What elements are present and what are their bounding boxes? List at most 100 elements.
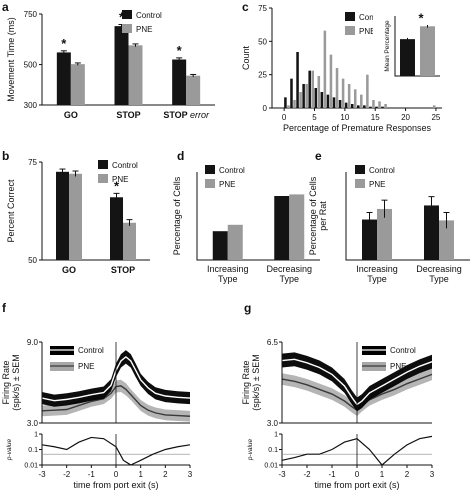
panel-a: * GO * STOP * STOP error 300 500 750 Movement Tim… <box>2 0 215 120</box>
panel-c-hist-bar-control-16 <box>381 106 384 108</box>
panel-d-bar-pne-1 <box>289 194 305 260</box>
panel-c-hist-bar-control-3 <box>302 84 305 108</box>
panel-f-legend-label-control: Control <box>78 346 104 355</box>
panel-b-ylabel-line: Percent Correct <box>6 179 16 243</box>
panel-f-pvalue-line <box>41 436 191 466</box>
panel-b: GO * STOP 50 75 Percent Correct b Control PNE <box>2 149 150 275</box>
panel-a-category-main: STOP <box>163 110 190 120</box>
panel-g-xtick-label-4: 1 <box>380 470 385 479</box>
panel-g-xtick-label-0: -3 <box>278 470 286 479</box>
panel-f-sem-band-pne <box>42 379 190 422</box>
panel-a-bar-pne-2 <box>186 75 201 105</box>
panel-e-ylabel-line: Percentage of Cells <box>308 176 318 255</box>
panel-e-bar-control-0 <box>362 219 377 260</box>
panel-b-ylabel: Percent Correct <box>6 179 16 243</box>
panel-g-ylabel-line: Firing Rate <box>241 360 251 404</box>
panel-e-bar-pne-1 <box>439 220 454 260</box>
panel-f-ylabel-line: (spk/s) ± SEM <box>11 354 21 410</box>
panel-a-bar-control-1 <box>114 26 129 106</box>
panel-f-xtick-label-6: 3 <box>188 470 193 479</box>
panel-c-ylabel-line: Count <box>241 46 251 71</box>
panel-c-hist-bar-pne-11 <box>353 89 357 108</box>
panel-c-hist-bar-pne-16 <box>384 104 387 108</box>
panel-c-hist-bar-control-8 <box>332 97 336 108</box>
panel-c-ylabel: Count <box>241 46 251 71</box>
panel-a-ylabel: Movement Time (ms) <box>6 17 16 102</box>
panel-a-bar-pne-1 <box>128 45 143 105</box>
panel-a-significance-1: * <box>119 10 125 25</box>
panel-f-ylabel-line: Firing Rate <box>1 360 11 404</box>
panel-e-category-label-0: Type <box>367 274 387 284</box>
panel-e-bar-control-1 <box>424 205 439 260</box>
panel-g-xlabel: time from port exit (s) <box>314 480 399 490</box>
panel-g-pvalue-ytick-label-2: 1 <box>274 432 278 439</box>
panel-d-legend-swatch-pne <box>205 179 215 188</box>
panel-a-ylabel-line: Movement Time (ms) <box>6 17 16 102</box>
panel-b-legend-label-control: Control <box>112 161 138 170</box>
panel-e-legend-label-pne: PNE <box>369 180 385 189</box>
panel-f-legend-label-pne: PNE <box>78 362 94 371</box>
panel-f-pvalue-ytick-label-1: 0.1 <box>28 447 38 454</box>
panel-a-category-label-0: GO <box>64 110 78 120</box>
panel-a-ytick-label-0: 300 <box>24 101 38 110</box>
panel-a-category-label-2: STOP error <box>163 110 210 120</box>
panel-e-ylabel: Percentage of Cellsper Rat <box>308 176 328 255</box>
panel-a-category-main: STOP <box>116 110 140 120</box>
panel-b-bar-pne-1 <box>123 222 136 260</box>
panel-e-category-label-0: Increasing <box>356 264 398 274</box>
panel-b-ytick-label-1: 75 <box>28 158 37 167</box>
panel-e-category-label-1: Decreasing <box>416 264 462 274</box>
panel-a-significance-0: * <box>61 36 67 51</box>
panel-b-legend-swatch-pne <box>98 174 108 183</box>
panel-d-category-label-1: Type <box>279 274 299 284</box>
panel-g-ylabel: Firing Rate(spk/s) ± SEM <box>241 354 261 410</box>
panel-f-pvalue-ylabel: p-value <box>6 438 13 461</box>
panel-e-legend-swatch-pne <box>355 179 365 188</box>
panel-c-inset-bar-pne <box>420 26 435 77</box>
panel-c-legend-swatch-control <box>345 12 355 21</box>
panel-b-ytick-label-0: 50 <box>28 256 37 265</box>
panel-c-ytick-label-0: 0 <box>263 104 268 113</box>
panel-c-hist-bar-pne-7 <box>329 54 333 108</box>
panel-g-ylabel-line: (spk/s) ± SEM <box>251 354 261 410</box>
panel-b-legend-label-pne: PNE <box>112 175 128 184</box>
panel-c-ytick-label-1: 25 <box>258 71 267 80</box>
panel-e-category-label-1: Type <box>429 274 449 284</box>
panel-a-bar-pne-0 <box>70 64 85 105</box>
panel-g-ytick-label-0: 3.0 <box>267 419 279 428</box>
panel-g-pvalue-ylabel: p-value <box>247 438 254 461</box>
panel-c-label: c <box>242 0 249 14</box>
panel-c-hist-bar-control-9 <box>338 100 342 108</box>
panel-c-hist-bar-control-12 <box>357 105 360 108</box>
panel-b-significance-1: * <box>114 178 120 193</box>
panel-c-ytick-label-2: 50 <box>258 37 267 46</box>
panel-b-bar-control-1 <box>110 197 123 260</box>
panel-c-legend-label-control: Control <box>359 13 385 22</box>
panel-c-hist-bar-control-7 <box>326 94 330 108</box>
panel-c-hist-bar-pne-17 <box>432 105 436 108</box>
panel-d-legend-label-control: Control <box>219 166 245 175</box>
panel-e-legend-swatch-control <box>355 165 365 174</box>
panel-g-legend-label-pne: PNE <box>390 362 406 371</box>
panel-b-category-label-1: STOP <box>111 265 135 275</box>
panel-f-xtick-label-1: -2 <box>63 470 71 479</box>
panel-c-hist-bar-pne-13 <box>366 74 369 108</box>
panel-d-category-label-0: Type <box>218 274 238 284</box>
panel-g-pvalue-ytick-label-1: 0.1 <box>268 447 278 454</box>
panel-f-ylabel: Firing Rate(spk/s) ± SEM <box>1 354 21 410</box>
panel-c-inset-significance: * <box>418 10 424 25</box>
panel-f-label: f <box>2 301 7 315</box>
panel-c-legend-swatch-pne <box>345 26 355 35</box>
panel-c-hist-bar-pne-5 <box>317 76 321 108</box>
panel-f-pvalue-ytick-label-2: 1 <box>34 432 38 439</box>
panel-c-xtick-label-0: 0 <box>282 113 287 122</box>
panel-c-hist-bar-control-2 <box>296 52 299 108</box>
panel-g-pvalue-line <box>281 435 433 466</box>
panel-d-legend-swatch-control <box>205 165 215 174</box>
panel-c-hist-bar-control-1 <box>290 78 293 108</box>
panel-d-ylabel: Percentage of Cells <box>172 176 182 255</box>
panel-d-category-label-1: Decreasing <box>266 264 312 274</box>
panel-f-xlabel: time from port exit (s) <box>73 480 158 490</box>
panel-e-legend-label-control: Control <box>369 166 395 175</box>
